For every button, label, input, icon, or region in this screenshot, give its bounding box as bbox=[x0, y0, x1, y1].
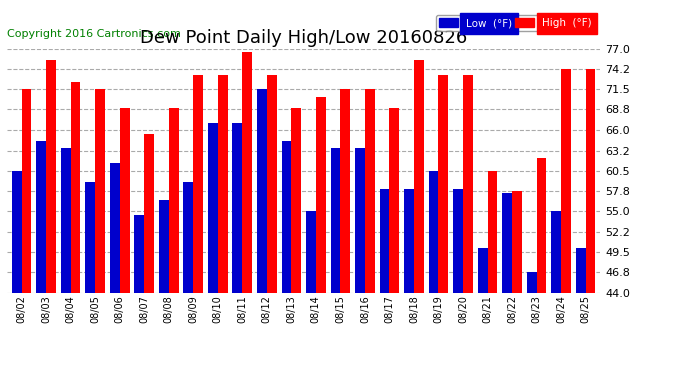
Bar bbox=[355, 148, 365, 292]
Bar bbox=[193, 75, 203, 292]
Bar bbox=[404, 189, 414, 292]
Bar bbox=[184, 182, 193, 292]
Bar bbox=[86, 182, 95, 292]
Bar bbox=[389, 108, 400, 292]
Bar bbox=[46, 60, 56, 292]
Bar bbox=[12, 171, 21, 292]
Bar bbox=[291, 108, 301, 292]
Bar bbox=[453, 189, 463, 292]
Bar bbox=[218, 75, 228, 292]
Bar bbox=[267, 75, 277, 292]
Title: Dew Point Daily High/Low 20160826: Dew Point Daily High/Low 20160826 bbox=[140, 29, 467, 47]
Bar bbox=[242, 53, 252, 292]
Bar bbox=[331, 148, 340, 292]
Text: Copyright 2016 Cartronics.com: Copyright 2016 Cartronics.com bbox=[7, 29, 181, 39]
Bar bbox=[282, 141, 291, 292]
Bar bbox=[380, 189, 389, 292]
Bar bbox=[502, 193, 512, 292]
Bar bbox=[365, 89, 375, 292]
Bar bbox=[414, 60, 424, 292]
Bar bbox=[21, 89, 32, 292]
Bar bbox=[95, 89, 105, 292]
Bar bbox=[340, 89, 351, 292]
Legend: Low  (°F), High  (°F): Low (°F), High (°F) bbox=[436, 15, 595, 32]
Bar bbox=[512, 190, 522, 292]
Bar bbox=[208, 123, 218, 292]
Bar bbox=[561, 69, 571, 292]
Bar bbox=[70, 82, 81, 292]
Bar bbox=[477, 248, 488, 292]
Bar bbox=[233, 123, 242, 292]
Bar bbox=[316, 97, 326, 292]
Bar bbox=[37, 141, 46, 292]
Bar bbox=[488, 171, 497, 292]
Bar bbox=[169, 108, 179, 292]
Bar bbox=[61, 148, 70, 292]
Bar bbox=[438, 75, 449, 292]
Bar bbox=[159, 200, 169, 292]
Bar bbox=[257, 89, 267, 292]
Bar bbox=[463, 75, 473, 292]
Bar bbox=[135, 215, 144, 292]
Bar bbox=[526, 272, 537, 292]
Bar bbox=[586, 69, 595, 292]
Bar bbox=[119, 108, 130, 292]
Bar bbox=[428, 171, 438, 292]
Bar bbox=[110, 163, 119, 292]
Bar bbox=[537, 158, 546, 292]
Bar bbox=[551, 211, 561, 292]
Bar bbox=[144, 134, 154, 292]
Bar bbox=[306, 211, 316, 292]
Bar bbox=[575, 248, 586, 292]
